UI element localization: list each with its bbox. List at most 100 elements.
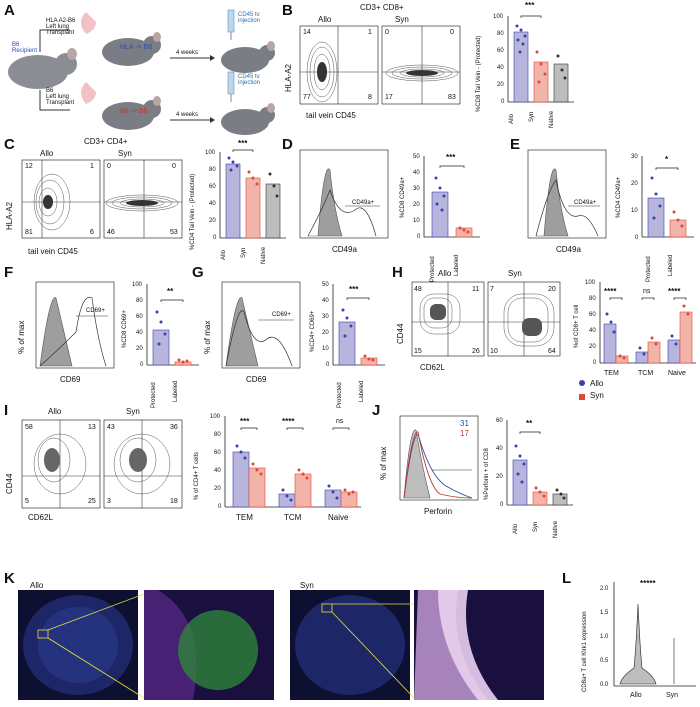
f-tick: 20 xyxy=(136,346,143,352)
b-bar-y-label: %CD8 Tail Vein - (Protected) xyxy=(476,35,482,112)
d-tick: 0 xyxy=(417,234,421,240)
i-allo-q-ll: 5 xyxy=(25,498,29,505)
b-tick: 60 xyxy=(497,48,504,54)
g-tick: 20 xyxy=(322,330,329,336)
b-x-axis-label: tail vein CD45 xyxy=(306,111,356,120)
i-syn-label: Syn xyxy=(126,407,140,416)
i-cat-tcm: TCM xyxy=(284,513,302,522)
recipient-label: B6 Recipient xyxy=(12,42,38,54)
b-tick: 20 xyxy=(497,82,504,88)
f-tick: 40 xyxy=(136,330,143,336)
injection-label-bottom: CD45 tv injection xyxy=(238,74,261,86)
injection-label-top: CD45 tv injection xyxy=(238,12,261,24)
d-bar-y-label: %CD8 CD49a+ xyxy=(400,176,406,218)
i-bars xyxy=(224,416,361,508)
b-allo-q-lr: 8 xyxy=(368,94,372,101)
d-tick: 10 xyxy=(413,218,420,224)
c-flow-plots xyxy=(21,159,183,239)
i-syn-q-ll: 3 xyxy=(107,498,111,505)
b-syn-label: Syn xyxy=(395,15,409,24)
h-allo-q-ll: 15 xyxy=(414,348,422,355)
i-sig-naive: ns xyxy=(336,418,344,425)
b-flow-plots xyxy=(299,25,461,105)
c-syn-label: Syn xyxy=(118,149,132,158)
d-tick: 30 xyxy=(413,186,420,192)
e-significance: * xyxy=(665,155,669,164)
h-tick: 60 xyxy=(589,312,596,318)
panel-label-j: J xyxy=(372,402,381,419)
i-tick: 80 xyxy=(214,432,221,438)
legend-markers xyxy=(579,380,585,400)
e-bars xyxy=(641,156,694,238)
b-tick: 80 xyxy=(497,31,504,37)
l-violin xyxy=(613,582,696,687)
h-x-axis-label: CD62L xyxy=(420,363,445,372)
j-y-axis-label: % of max xyxy=(379,446,388,480)
weeks-label-bottom: 4 weeks xyxy=(176,112,199,118)
g-tick: 0 xyxy=(326,362,330,368)
i-allo-label: Allo xyxy=(48,407,62,416)
b-cat-syn: Syn xyxy=(529,111,535,122)
b-allo-label: Allo xyxy=(318,15,332,24)
b-allo-q-ll: 77 xyxy=(303,94,311,101)
l-significance: ***** xyxy=(640,579,656,588)
h-flow-plots xyxy=(411,281,561,357)
g-tick: 40 xyxy=(322,298,329,304)
i-sig-tcm: **** xyxy=(282,417,295,426)
i-tick: 40 xyxy=(214,468,221,474)
i-flow-plots xyxy=(21,419,183,509)
e-gate-label: CD49a+ xyxy=(574,200,597,206)
d-significance: *** xyxy=(446,153,456,162)
f-tick: 80 xyxy=(136,298,143,304)
i-cat-tem: TEM xyxy=(236,513,253,522)
g-tick: 50 xyxy=(322,282,329,288)
l-tick: 1.0 xyxy=(600,634,609,640)
lung-icon-bottom xyxy=(81,82,96,104)
panel-label-d: D xyxy=(282,136,293,153)
c-bars xyxy=(219,149,286,239)
h-bars xyxy=(599,282,696,364)
c-tick: 20 xyxy=(209,218,216,224)
d-tick: 20 xyxy=(413,202,420,208)
j-syn-count: 17 xyxy=(460,429,469,438)
h-allo-q-ur: 11 xyxy=(472,286,480,293)
h-tick: 40 xyxy=(589,328,596,334)
i-syn-q-ur: 36 xyxy=(170,424,178,431)
lung-icon-top xyxy=(81,12,96,34)
i-bar-y-label: % of CD4+ T cells xyxy=(194,452,200,500)
i-tick: 60 xyxy=(214,450,221,456)
b-y-axis-label: HLA-A2 xyxy=(284,63,293,92)
f-bar-y-label: %CD8 CD69+ xyxy=(122,310,128,348)
b-tick: 100 xyxy=(493,14,504,20)
legend-syn: Syn xyxy=(590,391,604,400)
c-syn-q-ul: 0 xyxy=(107,163,111,170)
f-cat-protected: Protected xyxy=(151,382,157,408)
l-tick: 1.5 xyxy=(600,610,609,616)
i-cat-naive: Naive xyxy=(328,513,349,522)
c-syn-q-lr: 53 xyxy=(170,229,178,236)
h-syn-q-ll: 10 xyxy=(490,348,498,355)
i-tick: 0 xyxy=(218,504,222,510)
b-bars xyxy=(507,15,574,103)
f-significance: ** xyxy=(167,287,174,296)
g-significance: *** xyxy=(349,285,359,294)
i-allo-q-lr: 25 xyxy=(88,498,96,505)
allo-transplant-label: HLA A2-B6 Left lung Transplant xyxy=(46,18,76,36)
b-cat-native: Native xyxy=(549,110,555,128)
e-bar-y-label: %CD4 CD49a+ xyxy=(616,176,622,218)
legend-allo: Allo xyxy=(590,379,604,388)
panel-label-c: C xyxy=(4,136,15,153)
c-tick: 40 xyxy=(209,201,216,207)
l-tick: 0.5 xyxy=(600,658,609,664)
panel-label-l: L xyxy=(562,570,572,587)
j-allo-count: 31 xyxy=(460,419,469,428)
i-syn-q-lr: 18 xyxy=(170,498,178,505)
b-allo-q-ul: 14 xyxy=(303,29,311,36)
i-y-axis-label: CD44 xyxy=(5,473,14,494)
i-tick: 100 xyxy=(210,414,221,420)
c-allo-q-ul: 12 xyxy=(25,163,33,170)
c-x-axis-label: tail vein CD45 xyxy=(28,247,78,256)
b-cat-allo: Allo xyxy=(509,113,515,124)
f-tick: 0 xyxy=(140,362,144,368)
g-cat-labeled: Labeled xyxy=(359,380,365,402)
